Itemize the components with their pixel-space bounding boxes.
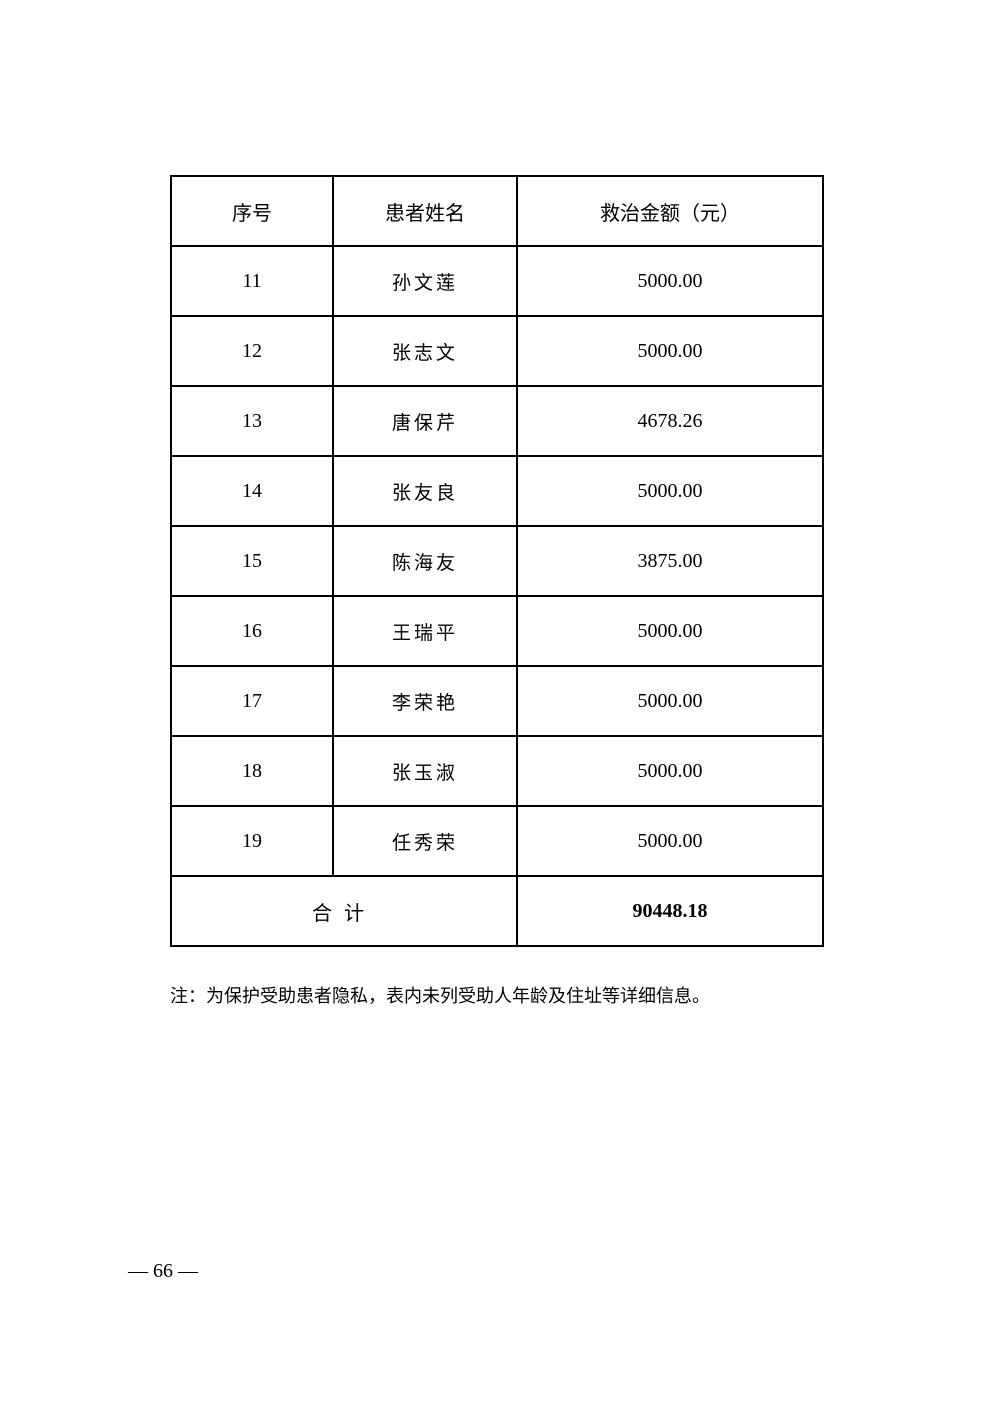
cell-amount: 3875.00: [516, 525, 824, 597]
cell-name: 唐保芹: [332, 385, 518, 457]
cell-name: 张志文: [332, 315, 518, 387]
cell-no: 17: [170, 665, 334, 737]
cell-no: 11: [170, 245, 334, 317]
cell-amount: 5000.00: [516, 735, 824, 807]
header-no: 序号: [170, 175, 334, 247]
cell-amount: 5000.00: [516, 595, 824, 667]
table-row: 19 任秀荣 5000.00: [170, 805, 824, 877]
cell-no: 19: [170, 805, 334, 877]
cell-amount: 4678.26: [516, 385, 824, 457]
cell-name: 孙文莲: [332, 245, 518, 317]
privacy-note: 注：为保护受助患者隐私，表内未列受助人年龄及住址等详细信息。: [170, 986, 710, 1007]
table-row: 12 张志文 5000.00: [170, 315, 824, 387]
cell-no: 15: [170, 525, 334, 597]
cell-no: 14: [170, 455, 334, 527]
total-row: 合计 90448.18: [170, 875, 824, 947]
table-row: 11 孙文莲 5000.00: [170, 245, 824, 317]
header-amount: 救治金额（元）: [516, 175, 824, 247]
header-name: 患者姓名: [332, 175, 518, 247]
page-number: — 66 —: [128, 1260, 198, 1282]
table-row: 16 王瑞平 5000.00: [170, 595, 824, 667]
table-header-row: 序号 患者姓名 救治金额（元）: [170, 175, 824, 247]
cell-name: 王瑞平: [332, 595, 518, 667]
cell-name: 张友良: [332, 455, 518, 527]
cell-name: 任秀荣: [332, 805, 518, 877]
cell-no: 18: [170, 735, 334, 807]
table-row: 15 陈海友 3875.00: [170, 525, 824, 597]
cell-no: 16: [170, 595, 334, 667]
cell-name: 陈海友: [332, 525, 518, 597]
table-row: 13 唐保芹 4678.26: [170, 385, 824, 457]
cell-no: 13: [170, 385, 334, 457]
cell-amount: 5000.00: [516, 315, 824, 387]
cell-amount: 5000.00: [516, 805, 824, 877]
cell-amount: 5000.00: [516, 245, 824, 317]
table-row: 17 李荣艳 5000.00: [170, 665, 824, 737]
total-label: 合计: [170, 875, 518, 947]
total-value: 90448.18: [516, 875, 824, 947]
cell-amount: 5000.00: [516, 455, 824, 527]
table-row: 14 张友良 5000.00: [170, 455, 824, 527]
cell-amount: 5000.00: [516, 665, 824, 737]
relief-table: 序号 患者姓名 救治金额（元） 11 孙文莲 5000.00 12 张志文 5000.00…: [170, 175, 824, 947]
cell-no: 12: [170, 315, 334, 387]
cell-name: 李荣艳: [332, 665, 518, 737]
cell-name: 张玉淑: [332, 735, 518, 807]
table-row: 18 张玉淑 5000.00: [170, 735, 824, 807]
